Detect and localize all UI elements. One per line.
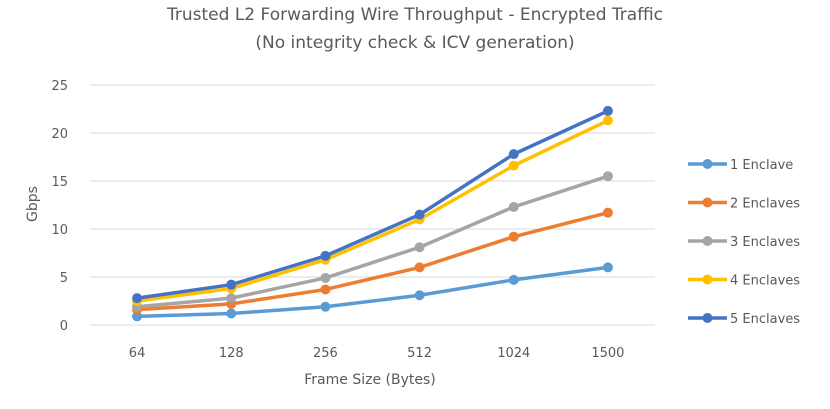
- data-point: [320, 301, 331, 312]
- data-point: [132, 293, 143, 304]
- y-tick-label: 10: [51, 223, 68, 238]
- data-point: [320, 284, 331, 295]
- legend-item: 3 Enclaves: [688, 235, 800, 250]
- data-point: [320, 272, 331, 283]
- series-line: [135, 109, 610, 300]
- y-tick-label: 5: [60, 271, 68, 286]
- x-tick-label: 512: [407, 346, 432, 361]
- legend-item: 5 Enclaves: [688, 312, 800, 327]
- data-point: [508, 201, 519, 212]
- x-tick-label: 64: [129, 346, 146, 361]
- legend-swatch-marker: [702, 236, 713, 246]
- series-lines: [132, 105, 613, 322]
- legend-item: 4 Enclaves: [688, 274, 800, 289]
- x-tick-label: 128: [219, 346, 244, 361]
- data-point: [226, 308, 237, 319]
- legend-swatch-marker: [702, 197, 713, 208]
- series-line: [135, 118, 610, 303]
- data-point: [508, 160, 519, 171]
- legend-item: 2 Enclaves: [688, 197, 800, 212]
- data-point: [602, 207, 613, 218]
- chart-title: Trusted L2 Forwarding Wire Throughput - …: [167, 5, 663, 25]
- y-tick-label: 0: [60, 319, 68, 334]
- legend-swatch-marker: [702, 274, 713, 285]
- data-point: [414, 290, 425, 301]
- x-axis-label: Frame Size (Bytes): [304, 372, 436, 388]
- y-tick-labels: 0 5 10 15 20 25: [51, 79, 68, 334]
- series-line: [135, 210, 610, 312]
- data-point: [414, 209, 425, 220]
- data-point: [508, 274, 519, 285]
- series-line: [135, 174, 610, 309]
- data-point: [508, 231, 519, 242]
- data-point: [226, 293, 237, 304]
- legend-swatch-marker: [702, 313, 713, 323]
- series-line: [135, 265, 610, 319]
- data-point: [602, 171, 613, 182]
- x-tick-labels: 64 128 256 512 1024 1500: [129, 346, 625, 361]
- x-tick-label: 1024: [497, 346, 530, 361]
- legend-label: 4 Enclaves: [730, 274, 800, 289]
- y-tick-label: 25: [51, 79, 68, 94]
- legend-label: 1 Enclave: [730, 158, 793, 173]
- series-5: [132, 105, 613, 304]
- data-point: [414, 262, 425, 273]
- legend-label: 5 Enclaves: [730, 312, 800, 327]
- x-tick-label: 1500: [591, 346, 624, 361]
- x-tick-label: 256: [313, 346, 338, 361]
- chart-subtitle: (No integrity check & ICV generation): [255, 33, 575, 53]
- legend: 1 Enclave 2 Enclaves 3 Enclaves 4 Enclaves 5…: [688, 158, 800, 327]
- data-point: [320, 250, 331, 261]
- data-point: [414, 242, 425, 253]
- legend-item: 1 Enclave: [688, 158, 793, 173]
- y-tick-label: 20: [51, 127, 68, 142]
- legend-label: 3 Enclaves: [730, 235, 800, 250]
- y-axis-label: Gbps: [25, 186, 41, 222]
- data-point: [602, 105, 613, 116]
- grid-lines: [90, 84, 655, 326]
- legend-swatch-marker: [702, 159, 713, 169]
- legend-label: 2 Enclaves: [730, 197, 800, 212]
- data-point: [602, 262, 613, 273]
- data-point: [602, 115, 613, 126]
- data-point: [226, 279, 237, 290]
- series-3: [132, 171, 613, 312]
- y-tick-label: 15: [51, 175, 68, 190]
- data-point: [508, 149, 519, 160]
